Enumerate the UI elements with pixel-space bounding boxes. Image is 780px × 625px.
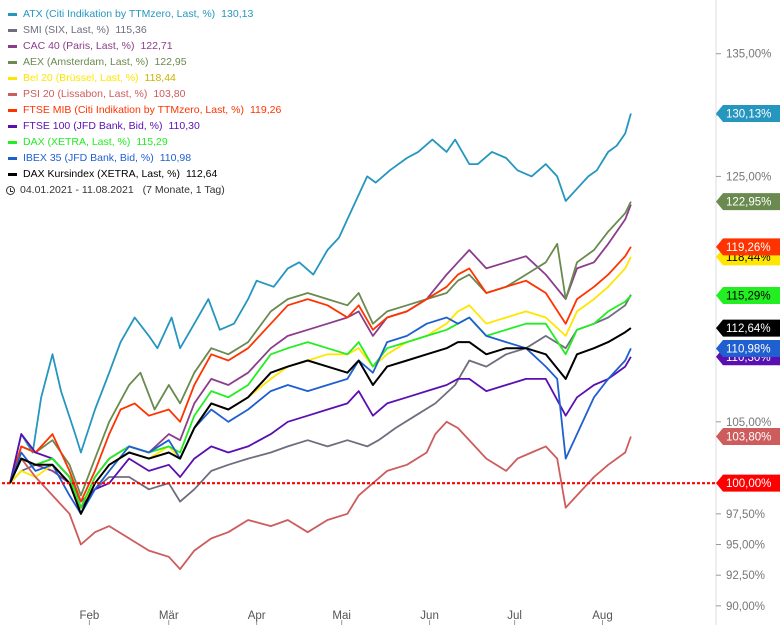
legend-item[interactable]: FTSE 100 (JFD Bank, Bid, %) 110,30 <box>6 118 281 134</box>
legend-item[interactable]: DAX (XETRA, Last, %) 115,29 <box>6 134 281 150</box>
legend-item[interactable]: FTSE MIB (Citi Indikation by TTMzero, La… <box>6 102 281 118</box>
end-labels: 100,00%103,80%110,30%110,98%112,64%115,2… <box>716 104 780 492</box>
x-tick-label: Jul <box>507 610 522 622</box>
legend-series-name: AEX (Amsterdam, Last, %) <box>23 56 149 68</box>
date-range: 04.01.2021 - 11.08.2021 (7 Monate, 1 Tag) <box>6 182 281 198</box>
series-line-5 <box>9 420 632 570</box>
series-line-10 <box>9 327 632 515</box>
series-end-label-8: 115,29% <box>726 291 771 303</box>
legend-swatch <box>8 28 17 32</box>
legend: ATX (Citi Indikation by TTMzero, Last, %… <box>6 6 281 198</box>
legend-series-value: 110,98 <box>159 152 192 164</box>
date-range-text: 04.01.2021 - 11.08.2021 <box>20 184 134 196</box>
legend-swatch <box>8 92 17 96</box>
legend-item[interactable]: IBEX 35 (JFD Bank, Bid, %) 110,98 <box>6 150 281 166</box>
series-end-label-5: 103,80% <box>726 432 771 444</box>
series-end-label-9: 110,98% <box>726 343 771 355</box>
series-end-label-6-bg <box>716 238 780 256</box>
legend-series-value: 110,30 <box>168 120 200 132</box>
series-line-3 <box>9 201 632 497</box>
series-end-label-3: 122,95% <box>726 197 771 209</box>
series-end-label-0-bg <box>716 104 780 122</box>
legend-series-name: SMI (SIX, Last, %) <box>23 24 110 36</box>
legend-series-name: FTSE 100 (JFD Bank, Bid, %) <box>23 120 163 132</box>
legend-series-value: 115,29 <box>136 136 168 148</box>
legend-series-name: ATX (Citi Indikation by TTMzero, Last, %… <box>23 8 216 20</box>
y-tick-label: 135,00% <box>726 49 771 61</box>
legend-series-name: DAX (XETRA, Last, %) <box>23 136 131 148</box>
y-tick-label: 92,50% <box>726 570 765 582</box>
legend-series-name: FTSE MIB (Citi Indikation by TTMzero, La… <box>23 104 244 116</box>
legend-item[interactable]: ATX (Citi Indikation by TTMzero, Last, %… <box>6 6 281 22</box>
series-end-label-9-bg <box>716 339 780 357</box>
series-end-label-5-bg <box>716 428 780 446</box>
legend-swatch <box>8 140 17 144</box>
y-tick-label: 95,00% <box>726 540 765 552</box>
axes: 90,00% 92,50% 95,00% 97,50% 105,00% 125,00% 13… <box>79 0 771 625</box>
legend-series-value: 130,13 <box>221 8 254 20</box>
series-line-6 <box>9 246 632 503</box>
x-tick-label: Feb <box>79 610 99 622</box>
series-line-9 <box>9 316 632 515</box>
series-line-4 <box>9 256 632 509</box>
legend-item[interactable]: Bel 20 (Brüssel, Last, %) 118,44 <box>6 70 281 86</box>
series-end-label-6: 119,26% <box>726 242 771 254</box>
series-end-label-8-bg <box>716 287 780 305</box>
legend-swatch <box>8 12 17 16</box>
legend-series-value: 122,71 <box>140 40 173 52</box>
x-tick-label: Mär <box>159 610 179 622</box>
x-tick-label: Mai <box>332 610 351 622</box>
x-tick-label: Apr <box>248 610 266 622</box>
legend-swatch <box>8 76 17 80</box>
y-tick-label: 105,00% <box>726 417 771 429</box>
y-tick-label: 125,00% <box>726 171 771 183</box>
legend-swatch <box>8 156 17 160</box>
legend-item[interactable]: SMI (SIX, Last, %) 115,36 <box>6 22 281 38</box>
legend-item[interactable]: AEX (Amsterdam, Last, %) 122,95 <box>6 54 281 70</box>
legend-swatch <box>8 108 17 112</box>
series-line-8 <box>9 294 632 509</box>
legend-item[interactable]: PSI 20 (Lissabon, Last, %) 103,80 <box>6 86 281 102</box>
legend-series-name: Bel 20 (Brüssel, Last, %) <box>23 72 139 84</box>
y-tick-label: 90,00% <box>726 601 765 613</box>
series-line-0 <box>9 113 632 484</box>
legend-series-value: 118,44 <box>144 72 176 84</box>
y-tick-label: 97,50% <box>726 509 765 521</box>
legend-series-value: 103,80 <box>153 88 186 100</box>
legend-swatch <box>8 60 17 64</box>
date-range-duration: (7 Monate, 1 Tag) <box>142 184 225 196</box>
legend-series-name: IBEX 35 (JFD Bank, Bid, %) <box>23 152 154 164</box>
legend-swatch <box>8 172 17 176</box>
legend-series-value: 112,64 <box>185 168 218 180</box>
series-line-7 <box>9 356 632 509</box>
baseline-end-label: 100,00% <box>726 478 771 490</box>
series-end-label-10: 112,64% <box>726 323 771 335</box>
clock-icon <box>6 185 15 195</box>
series-end-label-10-bg <box>716 319 780 337</box>
series-lines <box>9 113 632 570</box>
legend-series-value: 115,36 <box>115 24 147 36</box>
x-tick-label: Aug <box>592 610 612 622</box>
baseline-end-label-bg <box>716 474 780 492</box>
legend-item[interactable]: DAX Kursindex (XETRA, Last, %) 112,64 <box>6 166 281 182</box>
x-tick-label: Jun <box>420 610 439 622</box>
legend-series-name: DAX Kursindex (XETRA, Last, %) <box>23 168 180 180</box>
legend-series-name: CAC 40 (Paris, Last, %) <box>23 40 135 52</box>
series-end-label-0: 130,13% <box>726 108 771 120</box>
legend-series-value: 119,26 <box>249 104 282 116</box>
legend-swatch <box>8 124 17 128</box>
legend-item[interactable]: CAC 40 (Paris, Last, %) 122,71 <box>6 38 281 54</box>
legend-series-value: 122,95 <box>154 56 187 68</box>
legend-series-name: PSI 20 (Lissabon, Last, %) <box>23 88 148 100</box>
legend-swatch <box>8 44 17 48</box>
series-end-label-3-bg <box>716 193 780 211</box>
